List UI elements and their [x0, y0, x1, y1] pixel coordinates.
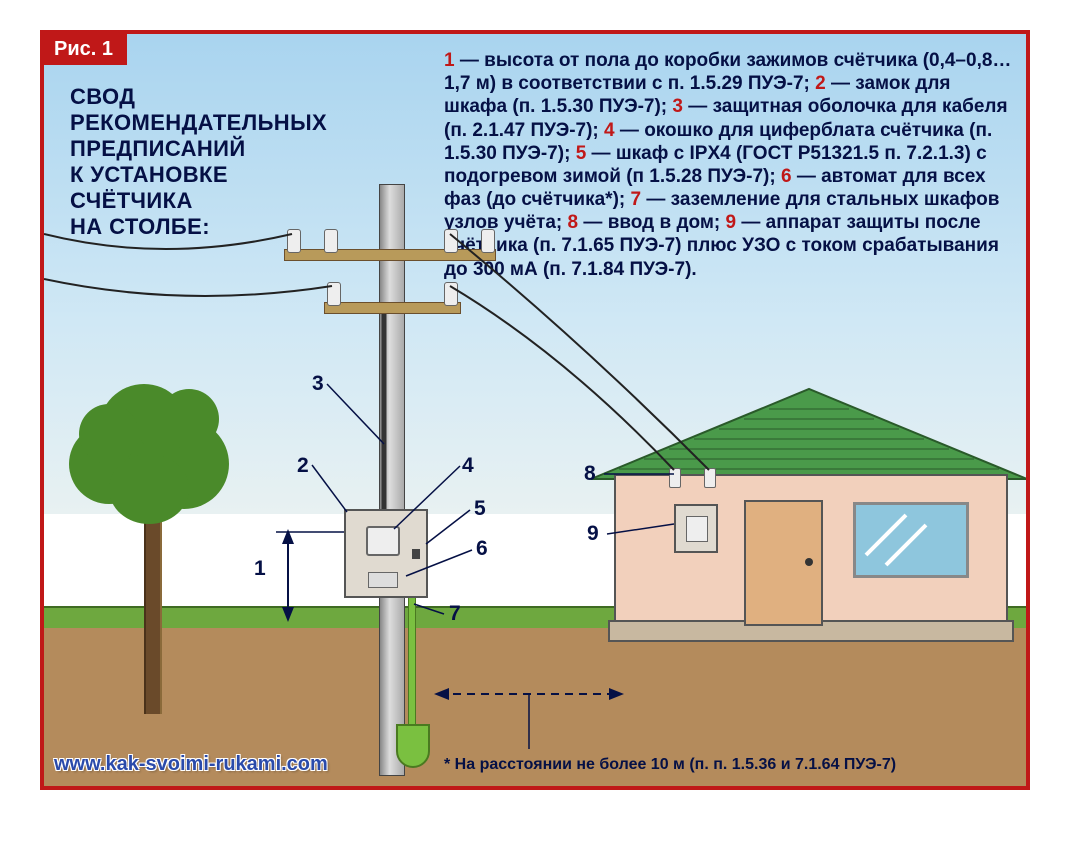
figure-title: СВОД РЕКОМЕНДАТЕЛЬНЫХ ПРЕДПИСАНИЙ К УСТА… [70, 84, 370, 240]
callout-4: 4 [462, 454, 474, 478]
insulator-icon [287, 229, 301, 253]
callout-6: 6 [476, 537, 488, 561]
tree-crown [69, 374, 239, 544]
house [614, 394, 1004, 624]
legend-text: 1 — высота от пола до коробки зажимов сч… [444, 49, 1014, 281]
service-insulator-icon [669, 468, 681, 488]
house-distribution-box [674, 504, 718, 553]
house-window [853, 502, 969, 578]
callout-8: 8 [584, 462, 596, 486]
title-line: К УСТАНОВКЕ [70, 162, 370, 188]
legend-num: 9 [726, 212, 737, 233]
crossarm-lower [324, 302, 461, 314]
callout-3: 3 [312, 372, 324, 396]
roof-icon [589, 384, 1029, 484]
ground-electrode [396, 724, 430, 768]
legend-num: 4 [604, 120, 615, 141]
page: Рис. 1 СВОД РЕКОМЕНДАТЕЛЬНЫХ ПРЕДПИСАНИЙ… [0, 0, 1073, 851]
legend-num: 2 [815, 73, 826, 94]
title-line: СЧЁТЧИКА [70, 188, 370, 214]
insulator-icon [481, 229, 495, 253]
insulator-icon [324, 229, 338, 253]
callout-9: 9 [587, 522, 599, 546]
doorknob-icon [805, 558, 813, 566]
legend-num: 6 [781, 166, 792, 187]
callout-1: 1 [254, 557, 266, 581]
callout-2: 2 [297, 454, 309, 478]
insulator-icon [444, 229, 458, 253]
title-line: РЕКОМЕНДАТЕЛЬНЫХ [70, 110, 370, 136]
legend-item: ввод в дом; [608, 212, 721, 233]
callout-5: 5 [474, 497, 486, 521]
legend-num: 5 [576, 143, 587, 164]
title-line: ПРЕДПИСАНИЙ [70, 136, 370, 162]
ground-wire [408, 594, 416, 736]
service-insulator-icon [704, 468, 716, 488]
meter-cabinet [344, 509, 428, 598]
house-door [744, 500, 823, 626]
insulator-icon [444, 282, 458, 306]
callout-7: 7 [449, 602, 461, 626]
lock-icon [412, 549, 420, 559]
title-line: СВОД [70, 84, 370, 110]
legend-num: 1 [444, 50, 455, 71]
breaker-switch [368, 572, 398, 588]
legend-num: 3 [672, 96, 683, 117]
figure-frame: Рис. 1 СВОД РЕКОМЕНДАТЕЛЬНЫХ ПРЕДПИСАНИЙ… [40, 30, 1030, 790]
figure-badge: Рис. 1 [44, 34, 127, 65]
insulator-icon [327, 282, 341, 306]
meter-window [366, 526, 400, 556]
legend-num: 7 [631, 189, 642, 210]
utility-pole [379, 184, 405, 776]
source-url: www.kak-svoimi-rukami.com [54, 753, 328, 776]
crossarm-upper [284, 249, 496, 261]
legend-num: 8 [568, 212, 579, 233]
footnote: * На расстоянии не более 10 м (п. п. 1.5… [444, 756, 896, 774]
window-glare-icon [856, 505, 966, 575]
